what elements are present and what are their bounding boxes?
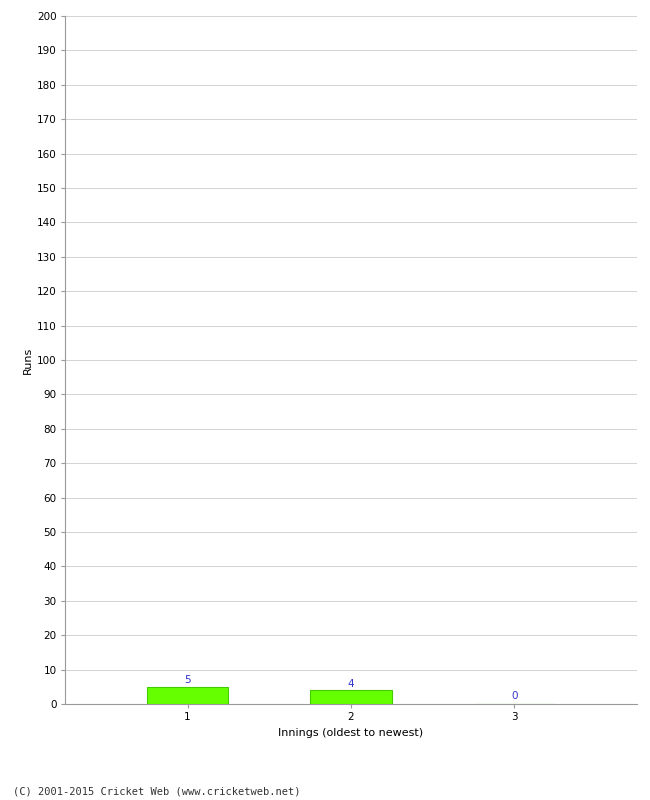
Text: 0: 0 <box>511 691 517 702</box>
Text: 5: 5 <box>184 675 191 686</box>
Bar <box>310 690 392 704</box>
Bar <box>147 686 228 704</box>
Text: 4: 4 <box>348 679 354 689</box>
X-axis label: Innings (oldest to newest): Innings (oldest to newest) <box>278 728 424 738</box>
Y-axis label: Runs: Runs <box>23 346 32 374</box>
Text: (C) 2001-2015 Cricket Web (www.cricketweb.net): (C) 2001-2015 Cricket Web (www.cricketwe… <box>13 786 300 796</box>
